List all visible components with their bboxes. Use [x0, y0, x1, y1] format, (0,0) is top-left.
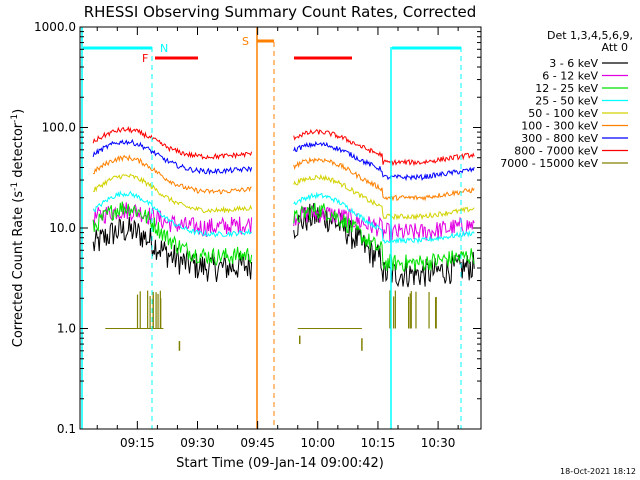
series-line — [92, 190, 252, 238]
x-axis-label: Start Time (09-Jan-14 09:00:42) — [176, 456, 384, 471]
series-line — [293, 173, 475, 221]
series-line — [92, 201, 253, 266]
legend-header-detectors: Det 1,3,4,5,6,9, — [547, 29, 633, 42]
series-line — [293, 128, 475, 167]
x-tick-label: 10:00 — [300, 436, 335, 450]
legend-label: 12 - 25 keV — [535, 82, 598, 95]
footer-date: 18-Oct-2021 18:12 — [560, 467, 636, 476]
series-line — [92, 138, 253, 176]
series-line — [293, 191, 475, 245]
series-line — [293, 140, 475, 182]
series-layer — [92, 125, 475, 351]
x-tick-label: 09:15 — [120, 436, 155, 450]
flag-label-flare: F — [142, 52, 148, 65]
y-tick-label: 1000.0 — [34, 20, 76, 34]
legend-label: 7000 - 15000 keV — [500, 157, 598, 170]
flag-label-night: N — [160, 42, 168, 55]
series-line — [92, 202, 253, 237]
legend-header-attenuator: Att 0 — [602, 41, 628, 54]
chart-title: RHESSI Observing Summary Count Rates, Co… — [84, 3, 477, 21]
legend-label: 50 - 100 keV — [528, 107, 598, 120]
legend-label: 6 - 12 keV — [542, 70, 598, 83]
series-line — [293, 156, 475, 202]
flag-label-saa: S — [242, 35, 249, 48]
series-line — [92, 125, 253, 160]
legend-label: 25 - 50 keV — [535, 95, 598, 108]
legend-label: 300 - 800 keV — [521, 132, 598, 145]
x-tick-label: 09:45 — [240, 436, 275, 450]
series-line — [93, 173, 253, 214]
legend-label: 3 - 6 keV — [549, 57, 598, 70]
x-tick-label: 09:30 — [180, 436, 215, 450]
x-tick-label: 10:30 — [421, 436, 456, 450]
series-line — [92, 216, 253, 282]
y-axis-label: Corrected Count Rate (s-1 detector-1) — [10, 109, 26, 347]
series-line — [293, 203, 475, 288]
axis-layer: 0.1 1.0 10.0 100.0 1000.0 09:15 09:30 09:45 10:0… — [34, 20, 481, 450]
y-tick-label: 100.0 — [42, 121, 76, 135]
x-tick-label: 10:15 — [361, 436, 396, 450]
y-tick-label: 1.0 — [57, 322, 76, 336]
y-tick-label: 10.0 — [49, 221, 76, 235]
series-line — [93, 154, 252, 195]
legend-label: 100 - 300 keV — [521, 120, 598, 133]
y-tick-label: 0.1 — [57, 422, 76, 436]
series-line — [293, 205, 475, 243]
legend-label: 800 - 7000 keV — [514, 145, 598, 158]
series-line — [293, 202, 475, 273]
